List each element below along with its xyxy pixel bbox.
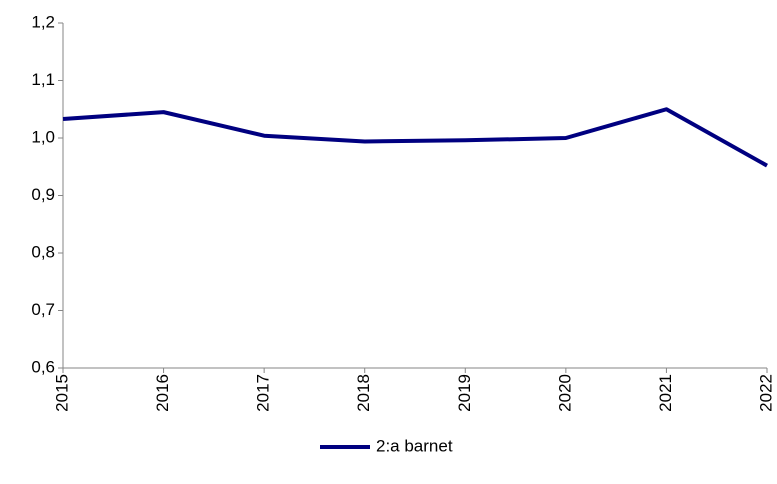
legend-label: 2:a barnet	[376, 436, 453, 455]
y-tick-label: 0,9	[31, 185, 55, 204]
y-tick-label: 1,1	[31, 70, 55, 89]
x-tick-label: 2018	[354, 374, 373, 412]
x-tick-label: 2022	[756, 374, 775, 412]
series-line	[62, 107, 768, 168]
x-tick-label: 2016	[153, 374, 172, 412]
x-tick-label: 2017	[254, 374, 273, 412]
y-tick-label: 0,7	[31, 300, 55, 319]
x-tick-label: 2020	[555, 374, 574, 412]
y-tick-label: 1,2	[31, 12, 55, 31]
y-tick-label: 0,8	[31, 242, 55, 261]
y-tick-label: 0,6	[31, 357, 55, 376]
y-tick-label: 1,0	[31, 127, 55, 146]
x-tick-label: 2021	[656, 374, 675, 412]
x-tick-label: 2019	[455, 374, 474, 412]
x-tick-label: 2015	[52, 374, 71, 412]
